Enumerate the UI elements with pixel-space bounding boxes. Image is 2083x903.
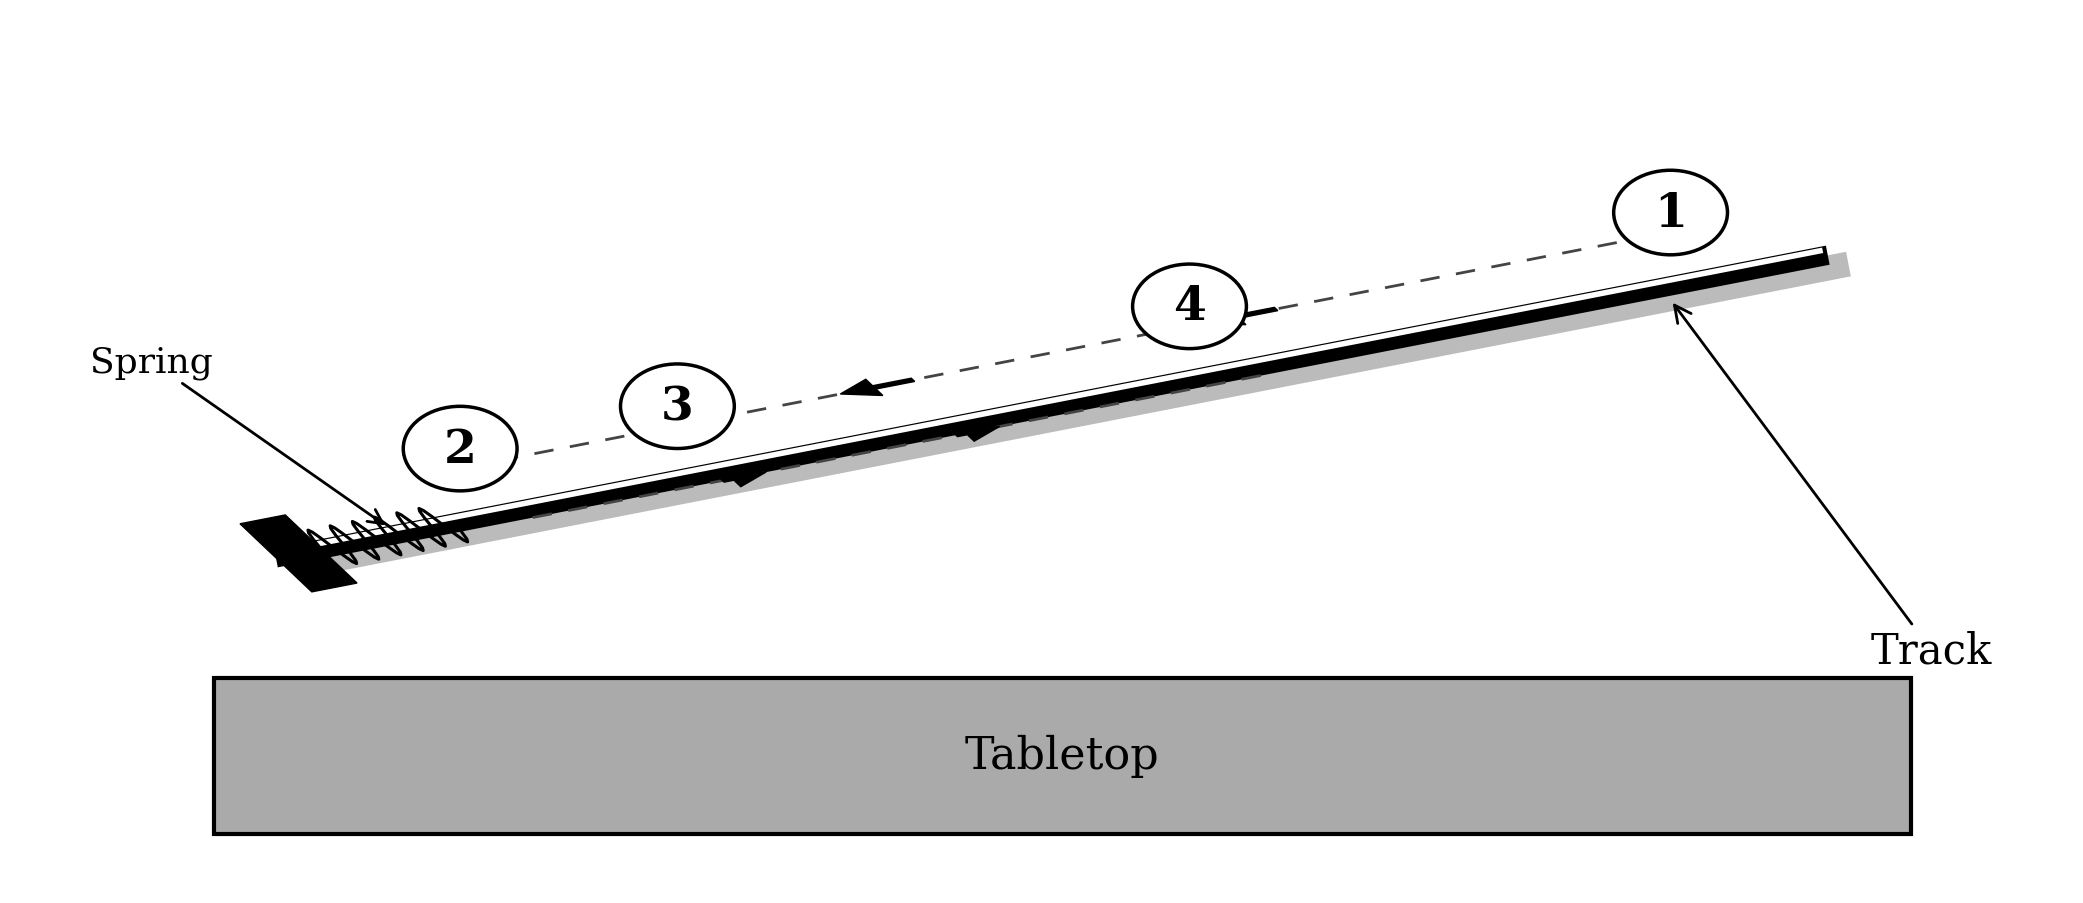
Polygon shape: [240, 516, 356, 592]
Text: 3: 3: [660, 384, 694, 430]
Text: Tabletop: Tabletop: [964, 734, 1160, 777]
Ellipse shape: [621, 365, 735, 449]
FancyArrow shape: [954, 425, 1000, 442]
Text: 1: 1: [1654, 191, 1687, 237]
FancyArrow shape: [839, 378, 914, 396]
Text: 2: 2: [444, 426, 477, 472]
Ellipse shape: [404, 407, 517, 491]
Text: Spring: Spring: [90, 346, 383, 524]
Text: Track: Track: [1675, 306, 1991, 671]
Text: 4: 4: [1173, 284, 1206, 330]
Bar: [215, 678, 1910, 833]
FancyArrow shape: [721, 471, 767, 487]
FancyArrow shape: [1204, 308, 1277, 325]
Ellipse shape: [1614, 171, 1727, 256]
Ellipse shape: [1133, 265, 1246, 349]
